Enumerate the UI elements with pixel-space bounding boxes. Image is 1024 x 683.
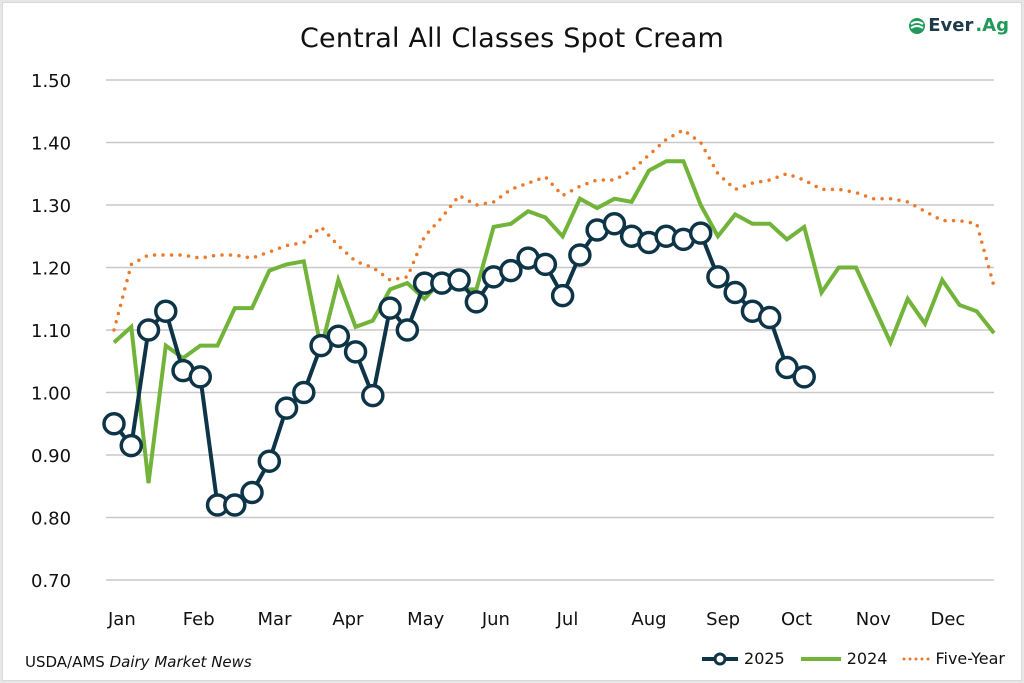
data-point-2025 (533, 252, 558, 277)
data-point-2025 (188, 365, 213, 389)
x-tick-label: Mar (258, 609, 293, 630)
x-tick-label: Sep (706, 609, 740, 630)
data-point-2025 (223, 493, 247, 517)
data-point-2025 (309, 333, 333, 358)
logo-text-ever: Ever (928, 15, 974, 36)
legend: 2025 2024 Five-Year (700, 649, 1005, 668)
legend-marker-2024 (800, 656, 841, 661)
x-tick-label: Jan (107, 609, 136, 630)
y-tick-label: 1.30 (31, 196, 71, 217)
y-tick-label: 1.50 (31, 71, 71, 92)
everag-logo: Ever .Ag (908, 15, 1009, 36)
data-point-2025 (568, 243, 592, 267)
x-axis-ticks: Jan Feb Mar Apr May Jun Jul Aug Sep Oct Nov Dec (107, 609, 965, 630)
y-tick-label: 1.40 (31, 134, 71, 155)
data-point-2025 (378, 296, 402, 320)
series-layer (102, 127, 996, 517)
gridlines (106, 79, 994, 581)
legend-marker-2025 (702, 652, 739, 665)
x-tick-label: May (407, 609, 445, 630)
x-tick-label: Aug (631, 609, 666, 630)
y-tick-label: 0.90 (31, 446, 71, 467)
data-point-2025 (154, 299, 178, 323)
data-point-2025 (775, 355, 799, 380)
line-chart: 0.70 0.80 0.90 1.00 1.10 1.20 1.30 1.40 1.50 Jan… (31, 71, 996, 630)
legend-item-2024: 2024 (799, 649, 888, 668)
x-tick-label: Feb (183, 609, 215, 630)
data-point-2025 (102, 412, 126, 436)
data-point-2025 (602, 212, 627, 236)
y-tick-label: 0.80 (31, 509, 71, 530)
data-point-2025 (343, 340, 368, 364)
logo-text-ag: .Ag (975, 15, 1009, 36)
source-prefix: USDA/AMS (25, 653, 105, 671)
x-tick-label: Apr (332, 609, 364, 630)
source-italic: Dairy Market News (109, 653, 252, 671)
y-tick-label: 1.20 (31, 259, 71, 280)
x-tick-label: Jul (556, 609, 579, 630)
x-tick-label: Dec (930, 609, 965, 630)
legend-label-2024: 2024 (846, 649, 888, 668)
data-point-2025 (326, 324, 351, 348)
y-tick-label: 0.70 (31, 571, 71, 592)
data-point-2025 (361, 383, 385, 408)
data-point-2025 (119, 433, 144, 458)
source-note: USDA/AMS Dairy Market News (25, 653, 252, 671)
data-point-2025 (257, 449, 282, 473)
data-point-2025 (464, 290, 489, 314)
legend-label-five-year: Five-Year (935, 649, 1005, 668)
data-point-2025 (274, 396, 299, 420)
data-point-2025 (136, 318, 161, 342)
data-point-2025 (723, 280, 747, 305)
legend-item-2025: 2025 (700, 649, 785, 668)
data-point-2025 (292, 380, 316, 405)
y-axis-ticks: 0.70 0.80 0.90 1.00 1.10 1.20 1.30 1.40 1.50 (31, 71, 71, 592)
data-point-2025 (688, 221, 713, 245)
y-tick-label: 1.10 (31, 321, 71, 342)
data-point-2025 (447, 268, 471, 292)
legend-item-five-year: Five-Year (901, 649, 1005, 668)
series-line-2025 (112, 221, 806, 507)
data-point-2025 (706, 265, 730, 289)
y-tick-label: 1.00 (31, 384, 71, 405)
x-tick-label: Jun (481, 609, 510, 630)
leaf-stripes-icon (909, 17, 926, 34)
x-tick-label: Oct (781, 609, 812, 630)
data-point-2025 (240, 480, 264, 505)
chart-title: Central All Classes Spot Cream (299, 23, 725, 54)
legend-marker-five-year (902, 657, 931, 660)
data-point-2025 (499, 258, 523, 283)
x-tick-label: Nov (856, 609, 891, 630)
legend-label-2025: 2025 (744, 649, 785, 668)
data-point-2025 (550, 283, 575, 308)
data-point-2025 (792, 365, 816, 389)
data-point-2025 (395, 318, 420, 342)
series-line-2024 (112, 159, 996, 484)
data-point-2025 (757, 305, 782, 330)
